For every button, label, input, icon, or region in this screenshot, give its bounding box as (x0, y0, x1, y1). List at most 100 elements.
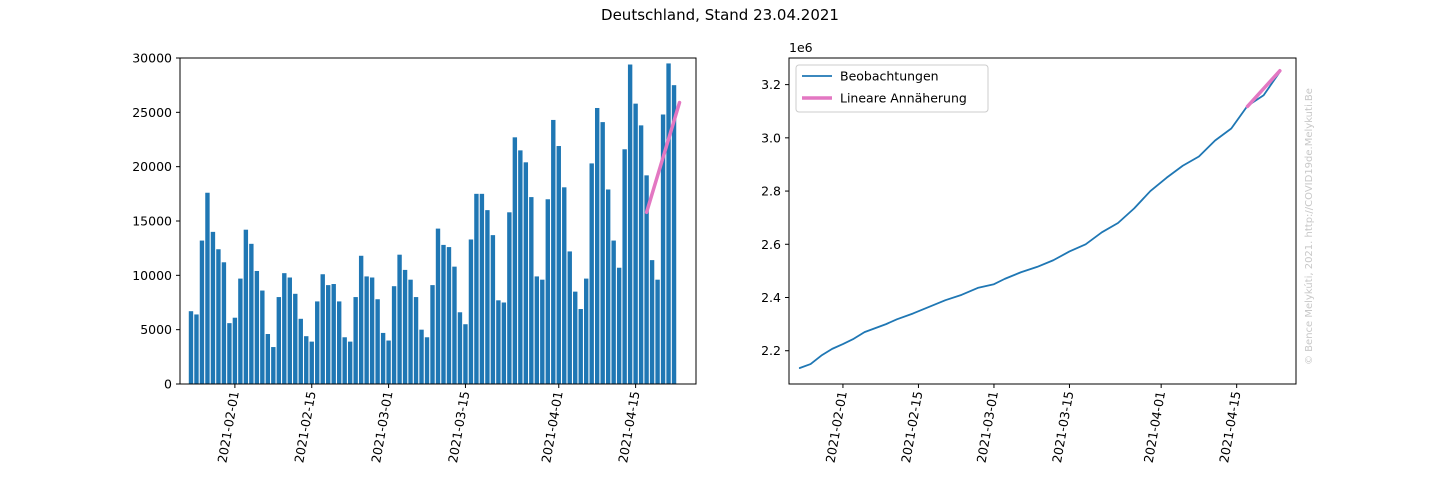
y-tick-label: 30000 (132, 51, 172, 66)
bar (309, 341, 314, 384)
bar (265, 334, 271, 384)
bar (260, 290, 265, 384)
bar (364, 276, 369, 384)
bar (232, 317, 238, 384)
x-tick-label: 2021-03-01 (368, 390, 395, 464)
bar (638, 125, 644, 384)
x-tick-label: 2021-04-01 (538, 390, 565, 464)
bar (556, 146, 561, 384)
bar (649, 260, 655, 384)
bar (369, 277, 375, 384)
bar (474, 193, 479, 384)
legend-label-fit: Lineare Annäherung (840, 91, 967, 106)
bar (534, 276, 540, 384)
bar (194, 314, 199, 384)
y-tick-label: 3.0 (761, 130, 781, 145)
bar (287, 277, 292, 384)
bar (243, 229, 249, 384)
legend: Beobachtungen Lineare Annäherung (795, 64, 989, 113)
x-tick-label: 2021-02-15 (898, 390, 925, 464)
right-line-chart: 2.22.42.62.83.03.2 2021-02-01 2021-02-15 2… (761, 40, 1297, 464)
left-chart-frame (179, 57, 697, 385)
bar (347, 341, 353, 384)
bar (441, 244, 446, 384)
bar (551, 119, 556, 384)
right-chart-frame (788, 57, 1297, 385)
bar (545, 199, 550, 384)
bar (227, 323, 232, 384)
x-axis-left-chart: 2021-02-01 2021-02-15 2021-03-01 2021-03-15… (214, 384, 643, 464)
bar (485, 210, 490, 384)
bar (567, 251, 572, 384)
bar (386, 340, 391, 384)
x-tick-label: 2021-03-01 (974, 390, 1001, 464)
bar (633, 103, 638, 384)
y-tick-label: 15000 (132, 214, 172, 229)
bar (435, 228, 441, 384)
fit-line (644, 100, 682, 215)
x-tick-label: 2021-02-15 (291, 390, 318, 464)
x-tick-label: 2021-03-15 (445, 390, 472, 464)
bar (562, 187, 567, 384)
bar (216, 249, 221, 384)
bar (293, 293, 298, 384)
y-tick-label: 3.2 (761, 77, 781, 92)
bar (468, 239, 474, 384)
figure-title: Deutschland, Stand 23.04.2021 (601, 6, 839, 24)
bar (578, 309, 583, 384)
y-tick-label: 20000 (132, 159, 172, 174)
bar-series (188, 63, 677, 385)
bar (254, 270, 260, 384)
x-axis-right-chart: 2021-02-01 2021-02-15 2021-03-01 2021-03-15… (823, 384, 1244, 464)
bar (304, 336, 309, 384)
bar (320, 274, 325, 384)
x-tick-label: 2021-03-15 (1049, 390, 1076, 464)
bar (496, 300, 501, 384)
bar (605, 189, 611, 384)
bar (210, 231, 216, 384)
bar (501, 302, 507, 384)
bar (584, 278, 589, 384)
left-bar-chart: 0 5000 10000 15000 20000 25000 30000 2021-02-0… (132, 51, 697, 464)
bar (589, 163, 594, 384)
y-tick-label: 0 (164, 377, 172, 392)
bar (616, 267, 622, 384)
x-tick-label: 2021-02-01 (214, 390, 241, 464)
x-tick-label: 2021-02-01 (823, 390, 850, 464)
bar (221, 262, 227, 384)
bar (594, 107, 600, 384)
series-line-observations (798, 70, 1281, 369)
bar (358, 255, 364, 384)
bar (315, 301, 320, 384)
bar (326, 285, 331, 384)
x-tick-label: 2021-04-15 (1216, 390, 1243, 464)
bar (342, 337, 347, 384)
bar (655, 279, 660, 384)
bar (419, 329, 424, 384)
y-tick-label: 2.2 (761, 343, 781, 358)
y-multiplier-label: 1e6 (789, 40, 813, 55)
bar (518, 150, 523, 384)
legend-label-observations: Beobachtungen (840, 69, 939, 84)
bar (413, 297, 419, 384)
bar (479, 193, 485, 384)
line-series (798, 69, 1282, 369)
bar (600, 122, 605, 384)
bar (644, 175, 649, 384)
bar (391, 286, 397, 384)
bar (380, 332, 386, 384)
bar (353, 297, 358, 384)
bar (671, 85, 677, 385)
bar (452, 266, 457, 384)
x-tick-label: 2021-04-01 (1141, 390, 1168, 464)
bar (666, 63, 671, 384)
bar (271, 347, 276, 384)
bar (611, 240, 616, 384)
y-tick-label: 10000 (132, 268, 172, 283)
bar (205, 192, 210, 384)
bar (424, 337, 430, 384)
y-axis-left-chart: 0 5000 10000 15000 20000 25000 30000 (132, 51, 180, 392)
bar (622, 149, 627, 384)
bar (660, 114, 666, 385)
